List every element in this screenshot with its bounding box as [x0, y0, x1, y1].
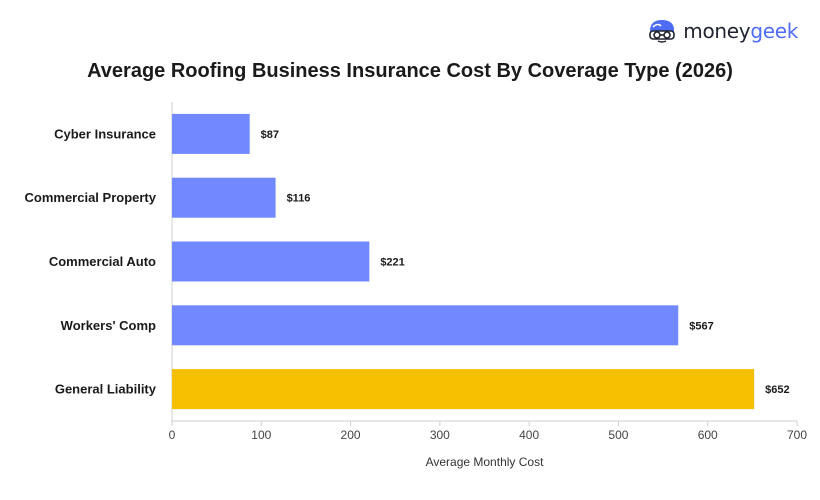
value-label: $652: [765, 384, 789, 396]
value-label: $116: [287, 193, 311, 205]
x-tick-label: 400: [519, 428, 539, 442]
value-label: $567: [689, 320, 713, 332]
category-label: General Liability: [55, 382, 157, 397]
x-axis-title: Average Monthly Cost: [426, 455, 545, 469]
x-tick-label: 300: [430, 428, 450, 442]
bar: [172, 113, 250, 154]
x-tick-label: 0: [169, 428, 176, 442]
value-label: $221: [380, 257, 404, 269]
bar: [172, 241, 370, 282]
brand-wordmark: moneygeek: [683, 21, 798, 41]
category-label: Cyber Insurance: [54, 126, 156, 141]
brand-wordmark-money: money: [683, 19, 751, 43]
brand-logo: moneygeek: [647, 18, 798, 44]
category-label: Commercial Auto: [49, 254, 156, 269]
x-tick-label: 700: [787, 428, 807, 442]
category-label: Workers' Comp: [61, 318, 156, 333]
value-label: $87: [261, 129, 279, 141]
x-tick-label: 200: [341, 428, 361, 442]
x-tick-label: 500: [608, 428, 628, 442]
bar: [172, 369, 755, 410]
x-tick-label: 600: [698, 428, 718, 442]
x-tick-label: 100: [251, 428, 271, 442]
bar: [172, 177, 276, 218]
chart-title: Average Roofing Business Insurance Cost …: [87, 60, 733, 82]
brand-wordmark-geek: geek: [750, 19, 798, 43]
bar: [172, 305, 679, 346]
moneygeek-mascot-icon: [649, 20, 676, 43]
category-label: Commercial Property: [25, 190, 157, 205]
